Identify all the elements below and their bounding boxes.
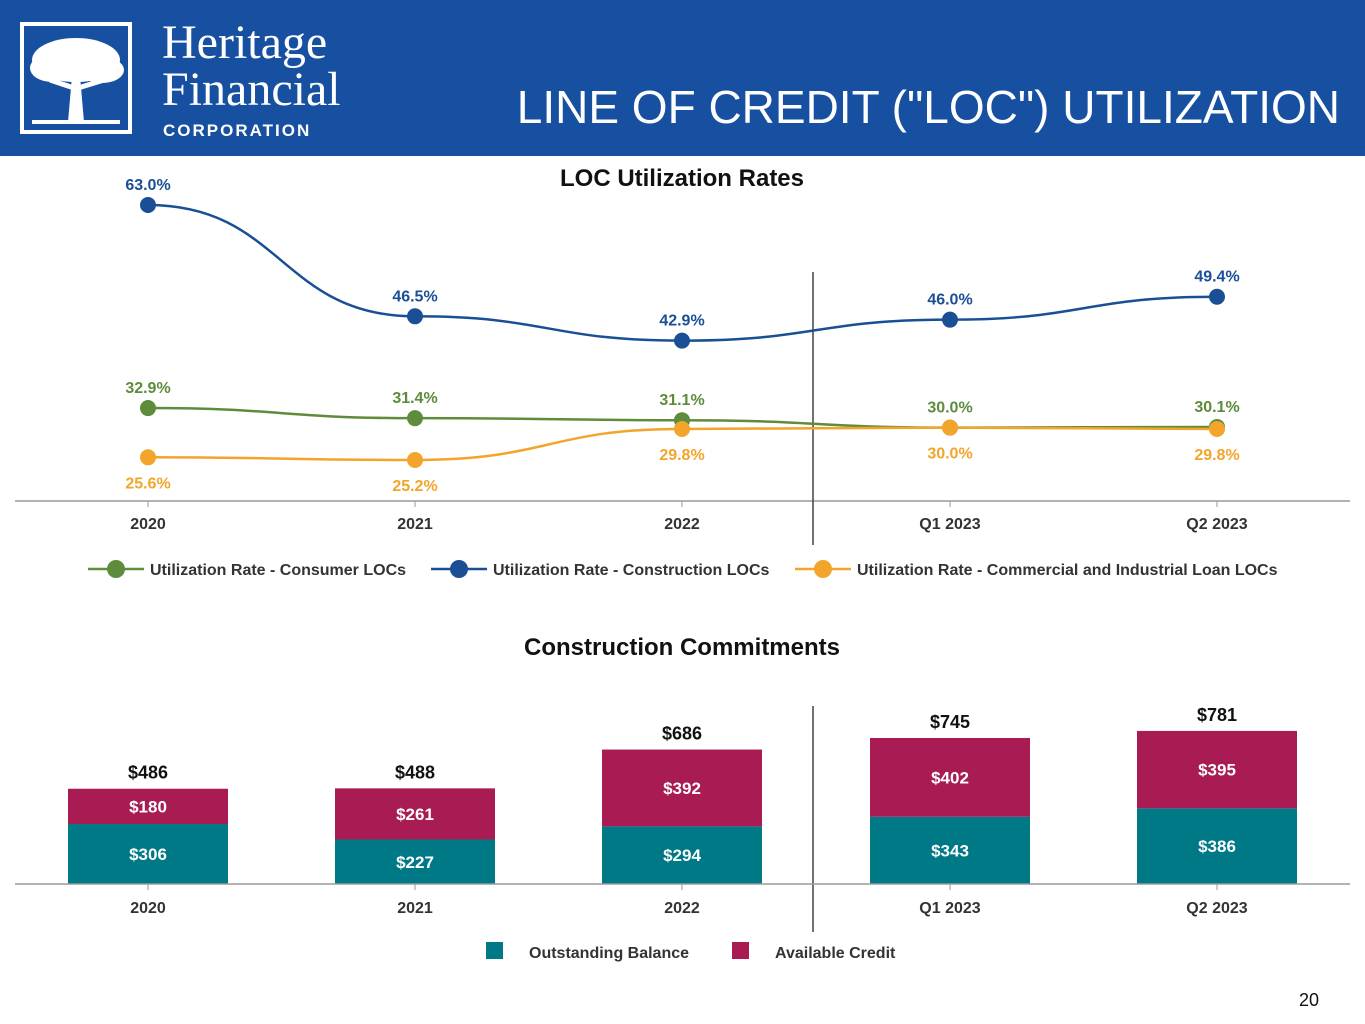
bar-outstanding — [870, 816, 1030, 884]
series-line-1 — [147, 203, 1218, 342]
data-point — [140, 400, 156, 417]
bar-available — [68, 788, 228, 825]
bar-total-label: $686 — [662, 724, 702, 744]
legend-swatch — [486, 942, 503, 959]
line-chart-title: LOC Utilization Rates — [560, 165, 804, 192]
legend-marker — [814, 560, 832, 578]
data-point — [942, 311, 958, 328]
bar-segment-label: $386 — [1198, 837, 1236, 856]
bar-segment-label: $294 — [663, 846, 701, 865]
bar-chart-tick-label: 2022 — [664, 900, 700, 917]
logo-corporation-text: CORPORATION — [163, 121, 312, 140]
bar-segment-label: $343 — [931, 841, 969, 860]
bar-available — [335, 788, 495, 840]
bar-segment-label: $402 — [931, 768, 969, 787]
bar-outstanding — [1137, 808, 1297, 884]
data-label: 25.6% — [125, 475, 170, 492]
bar-available — [870, 737, 1030, 817]
data-label: 32.9% — [125, 380, 170, 397]
data-label: 63.0% — [125, 177, 170, 194]
bar-segment-label: $227 — [396, 853, 434, 872]
data-label: 31.4% — [392, 390, 437, 407]
bar-total-label: $488 — [395, 762, 435, 782]
bar-chart-tick-label: 2021 — [397, 900, 433, 917]
bar-outstanding — [335, 839, 495, 884]
bar-outstanding — [68, 824, 228, 884]
bar-segment-label: $395 — [1198, 761, 1236, 780]
data-label: 30.1% — [1194, 399, 1239, 416]
data-point — [1209, 288, 1225, 305]
line-chart-tick-label: Q1 2023 — [919, 516, 980, 533]
bar-total-label: $486 — [128, 763, 168, 783]
line-chart-tick-label: Q2 2023 — [1186, 516, 1247, 533]
data-label: 42.9% — [659, 313, 704, 330]
bar-total-label: $745 — [930, 712, 970, 732]
data-label: 29.8% — [659, 447, 704, 464]
bar-chart-title: Construction Commitments — [524, 634, 840, 661]
legend-label: Outstanding Balance — [529, 945, 689, 962]
bar-chart-tick-label: Q2 2023 — [1186, 900, 1247, 917]
data-point — [942, 419, 958, 436]
bar-segment-label: $306 — [129, 845, 167, 864]
legend-marker — [450, 560, 468, 578]
data-label: 29.8% — [1194, 447, 1239, 464]
legend-marker — [107, 560, 125, 578]
data-point — [407, 308, 423, 325]
data-label: 46.5% — [392, 288, 437, 305]
legend-label: Available Credit — [775, 945, 896, 962]
data-point — [407, 410, 423, 427]
data-label: 46.0% — [927, 292, 972, 309]
bar-total-label: $781 — [1197, 705, 1237, 725]
bar-chart-tick-label: Q1 2023 — [919, 900, 980, 917]
bar-outstanding — [602, 826, 762, 884]
data-label: 31.1% — [659, 392, 704, 409]
data-point — [140, 197, 156, 213]
bar-available — [1137, 730, 1297, 809]
logo-financial-text: Financial — [162, 63, 341, 116]
data-point — [674, 332, 690, 349]
bar-segment-label: $392 — [663, 779, 701, 798]
data-label: 30.0% — [927, 400, 972, 417]
bar-available — [602, 749, 762, 827]
legend-swatch — [732, 942, 749, 959]
bar-chart-tick-label: 2020 — [130, 900, 166, 917]
page-number: 20 — [1298, 990, 1319, 1010]
data-label: 30.0% — [927, 446, 972, 463]
line-chart-tick-label: 2022 — [664, 516, 700, 533]
tree-logo-icon — [20, 22, 132, 134]
data-point — [407, 452, 423, 468]
line-chart-tick-label: 2021 — [397, 516, 433, 533]
legend-label: Utilization Rate - Construction LOCs — [493, 562, 770, 579]
data-label: 25.2% — [392, 478, 437, 495]
legend-label: Utilization Rate - Commercial and Indust… — [857, 562, 1278, 579]
logo-heritage-text: Heritage — [162, 16, 328, 69]
line-chart-tick-label: 2020 — [130, 516, 166, 533]
data-point — [674, 420, 690, 437]
bar-segment-label: $180 — [129, 797, 167, 816]
legend-label: Utilization Rate - Consumer LOCs — [150, 562, 406, 579]
data-label: 49.4% — [1194, 269, 1239, 286]
slide-title: LINE OF CREDIT ("LOC") UTILIZATION — [516, 81, 1340, 133]
bar-segment-label: $261 — [396, 805, 434, 824]
data-point — [140, 449, 156, 466]
data-point — [1209, 420, 1225, 437]
header-bar: Heritage Financial CORPORATION LINE OF C… — [0, 0, 1365, 156]
